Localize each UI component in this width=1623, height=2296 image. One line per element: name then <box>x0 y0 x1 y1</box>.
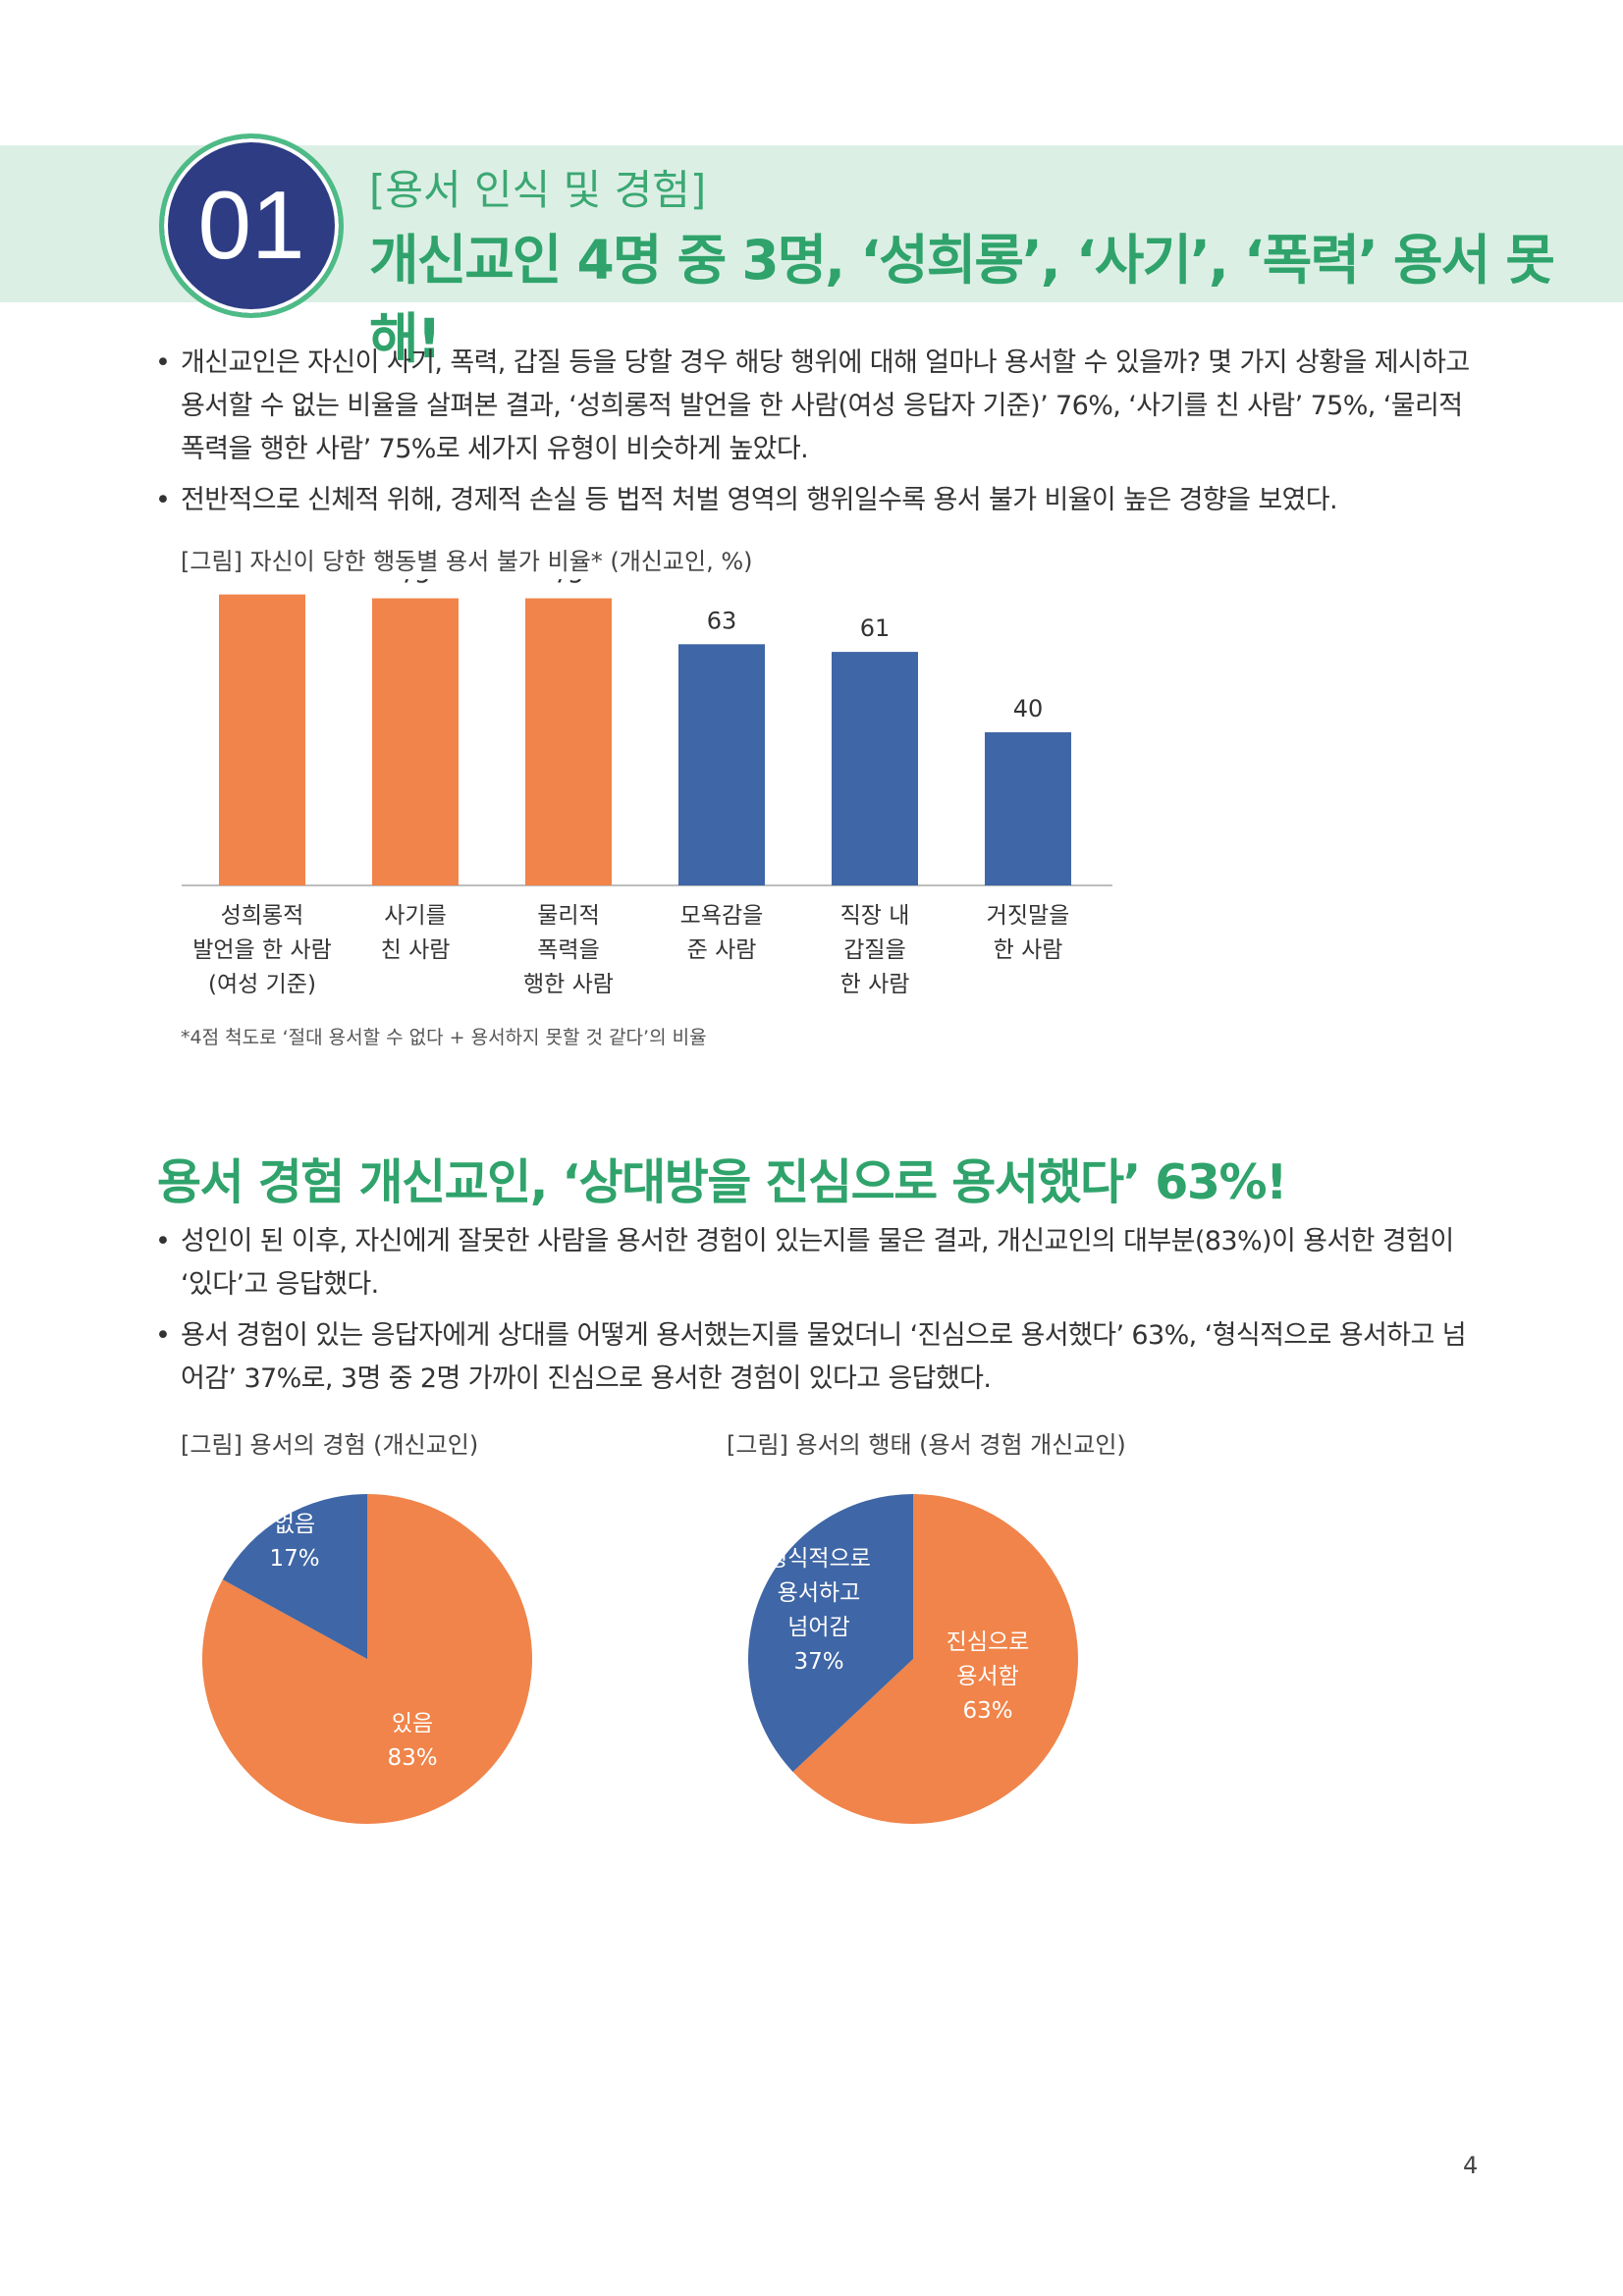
slice-value-label: 37% <box>793 1649 843 1675</box>
bar <box>832 652 918 885</box>
pie-slice <box>222 1494 367 1659</box>
bar-value-label: 76 <box>247 579 278 585</box>
slice-label: 진심으로 <box>947 1629 1030 1655</box>
bar-value-label: 63 <box>707 607 737 634</box>
bullet-item: 개신교인은 자신이 사기, 폭력, 갑질 등을 당할 경우 해당 행위에 대해 … <box>155 342 1481 471</box>
bar-value-label: 40 <box>1013 695 1044 722</box>
category-label: 준 사람 <box>687 937 757 963</box>
bar-value-label: 61 <box>860 614 891 642</box>
slice-value-label: 17% <box>269 1546 319 1572</box>
bar <box>678 644 765 885</box>
category-label: 폭력을 <box>537 937 599 963</box>
pie-slice <box>748 1494 913 1773</box>
section1-bullets: 개신교인은 자신이 사기, 폭력, 갑질 등을 당할 경우 해당 행위에 대해 … <box>155 342 1481 530</box>
category-label: 갑질을 <box>843 937 905 963</box>
category-label: 한 사람 <box>994 937 1063 963</box>
category-label: 사기를 <box>384 903 446 929</box>
bar <box>372 598 459 885</box>
section2-bullets: 성인이 된 이후, 자신에게 잘못한 사람을 용서한 경험이 있는지를 물은 결… <box>155 1220 1481 1409</box>
category-label: 거짓말을 <box>987 903 1070 929</box>
bar <box>219 594 305 885</box>
page-number: 4 <box>1463 2152 1479 2179</box>
section-number: 01 <box>197 171 305 279</box>
category-label: 발언을 한 사람 <box>192 937 332 963</box>
slice-label: 없음 <box>274 1512 315 1537</box>
category-label: 성희롱적 <box>221 903 304 929</box>
slice-label: 용서함 <box>956 1664 1018 1689</box>
bullet-item: 전반적으로 신체적 위해, 경제적 손실 등 법적 처벌 영역의 행위일수록 용… <box>155 479 1481 522</box>
chart-footnote: *4점 척도로 ‘절대 용서할 수 없다 + 용서하지 못할 것 같다’의 비율 <box>181 1027 707 1048</box>
bullet-item: 용서 경험이 있는 응답자에게 상대를 어떻게 용서했는지를 물었더니 ‘진심으… <box>155 1314 1481 1401</box>
bar-chart-caption: [그림] 자신이 당한 행동별 용서 불가 비율* (개신교인, %) <box>181 548 753 575</box>
pie-chart-experience: 있음 83% 없음 17% <box>202 1494 532 1824</box>
category-label: 모욕감을 <box>680 903 764 929</box>
pie2-caption: [그림] 용서의 행태 (용서 경험 개신교인) <box>727 1431 1126 1459</box>
section2-title: 용서 경험 개신교인, ‘상대방을 진심으로 용서했다’ 63%! <box>157 1154 1287 1210</box>
slice-label: 있음 <box>392 1711 433 1736</box>
category-label: 직장 내 <box>840 903 910 929</box>
slice-value-label: 63% <box>962 1698 1012 1724</box>
category-label: 친 사람 <box>381 937 451 963</box>
slice-label: 형식적으로 <box>767 1546 871 1572</box>
slice-label: 넘어감 <box>787 1615 849 1640</box>
slice-label: 용서하고 <box>778 1580 861 1606</box>
section-subtitle: [용서 인식 및 경험] <box>369 166 707 214</box>
bar-value-label: 75 <box>401 579 431 589</box>
category-label: 한 사람 <box>840 972 910 997</box>
category-label: (여성 기준) <box>208 972 316 997</box>
pie1-caption: [그림] 용서의 경험 (개신교인) <box>181 1431 479 1459</box>
section-number-badge: 01 <box>159 133 344 318</box>
bar <box>985 732 1071 885</box>
bullet-item: 성인이 된 이후, 자신에게 잘못한 사람을 용서한 경험이 있는지를 물은 결… <box>155 1220 1481 1307</box>
section-title: 개신교인 4명 중 3명, ‘성희롱’, ‘사기’, ‘폭력’ 용서 못 해! <box>369 229 1555 370</box>
category-label: 물리적 <box>537 903 599 929</box>
bar-value-label: 75 <box>554 579 584 589</box>
category-label: 행한 사람 <box>523 972 614 997</box>
bar <box>525 598 612 885</box>
pie-slice <box>792 1494 1078 1824</box>
slice-value-label: 83% <box>387 1745 437 1771</box>
